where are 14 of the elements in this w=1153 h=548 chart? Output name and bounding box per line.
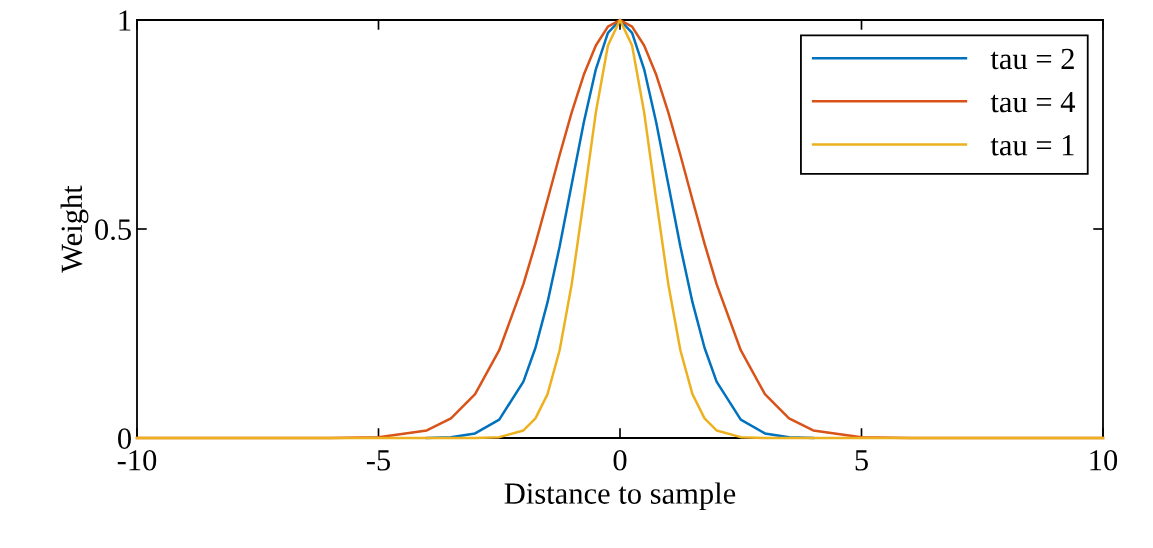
y-tick-label: 0 [118,428,131,449]
x-tick-label: 5 [855,450,868,471]
y-tick-label: 1 [119,10,131,31]
line-series [135,18,1105,440]
x-tick-label: -5 [366,450,391,471]
legend-label: tau = 1 [990,135,1074,156]
x-tick-label: -10 [117,449,157,471]
y-axis-title: Weight [60,185,89,273]
x-axis-title: Distance to sample [504,482,736,511]
x-tick-label: 10 [1090,449,1118,471]
legend-label: tau = 2 [990,48,1074,70]
y-tick-label: 0.5 [95,219,131,241]
x-tick-label: 0 [613,449,627,471]
legend-label: tau = 4 [990,91,1076,113]
